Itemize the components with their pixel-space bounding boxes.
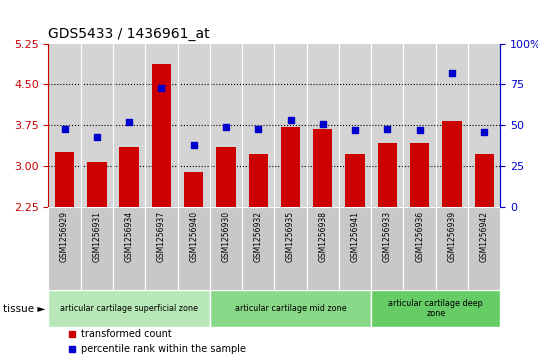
Bar <box>378 143 397 207</box>
Bar <box>178 207 210 290</box>
Bar <box>436 207 468 290</box>
Point <box>383 126 392 131</box>
Text: GSM1256931: GSM1256931 <box>93 211 101 262</box>
Text: articular cartilage deep
zone: articular cartilage deep zone <box>388 299 483 318</box>
Bar <box>113 207 145 290</box>
Bar <box>442 121 462 207</box>
Text: GSM1256941: GSM1256941 <box>351 211 359 262</box>
Point <box>286 117 295 123</box>
Text: GSM1256936: GSM1256936 <box>415 211 424 262</box>
Text: GDS5433 / 1436961_at: GDS5433 / 1436961_at <box>48 27 210 41</box>
Bar <box>55 152 74 207</box>
Bar <box>274 207 307 290</box>
Bar <box>145 207 178 290</box>
Point <box>222 124 230 130</box>
Text: articular cartilage mid zone: articular cartilage mid zone <box>235 304 346 313</box>
Text: GSM1256934: GSM1256934 <box>125 211 133 262</box>
Text: GSM1256938: GSM1256938 <box>318 211 327 262</box>
Bar <box>307 207 339 290</box>
Bar <box>152 64 171 207</box>
Bar <box>371 207 404 290</box>
Bar <box>87 162 107 207</box>
Point <box>189 142 198 148</box>
Bar <box>48 290 210 327</box>
Bar <box>210 290 371 327</box>
Bar <box>371 290 500 327</box>
Text: GSM1256930: GSM1256930 <box>222 211 230 262</box>
Bar <box>475 154 494 207</box>
Point <box>480 129 489 135</box>
Point <box>318 121 327 126</box>
Text: GSM1256937: GSM1256937 <box>157 211 166 262</box>
Text: GSM1256935: GSM1256935 <box>286 211 295 262</box>
Bar <box>216 147 236 207</box>
Bar <box>184 171 203 207</box>
Text: GSM1256940: GSM1256940 <box>189 211 198 262</box>
Bar <box>81 207 113 290</box>
Point <box>448 70 456 76</box>
Text: GSM1256929: GSM1256929 <box>60 211 69 262</box>
Text: GSM1256933: GSM1256933 <box>383 211 392 262</box>
Bar <box>410 143 429 207</box>
Text: articular cartilage superficial zone: articular cartilage superficial zone <box>60 304 198 313</box>
Bar <box>48 207 81 290</box>
Point <box>125 119 133 125</box>
Bar <box>242 207 274 290</box>
Text: GSM1256942: GSM1256942 <box>480 211 489 262</box>
Point <box>351 127 359 133</box>
Bar <box>468 207 500 290</box>
Text: tissue ►: tissue ► <box>3 303 46 314</box>
Bar <box>210 207 242 290</box>
Bar <box>339 207 371 290</box>
Point <box>60 126 69 131</box>
Text: GSM1256939: GSM1256939 <box>448 211 456 262</box>
Legend: transformed count, percentile rank within the sample: transformed count, percentile rank withi… <box>64 326 250 358</box>
Bar <box>345 154 365 207</box>
Bar <box>119 147 139 207</box>
Point <box>93 134 101 139</box>
Point <box>157 85 166 91</box>
Text: GSM1256932: GSM1256932 <box>254 211 263 262</box>
Bar <box>313 129 332 207</box>
Point <box>415 127 424 133</box>
Point <box>254 126 263 131</box>
Bar <box>249 154 268 207</box>
Bar <box>281 127 300 207</box>
Bar <box>404 207 436 290</box>
